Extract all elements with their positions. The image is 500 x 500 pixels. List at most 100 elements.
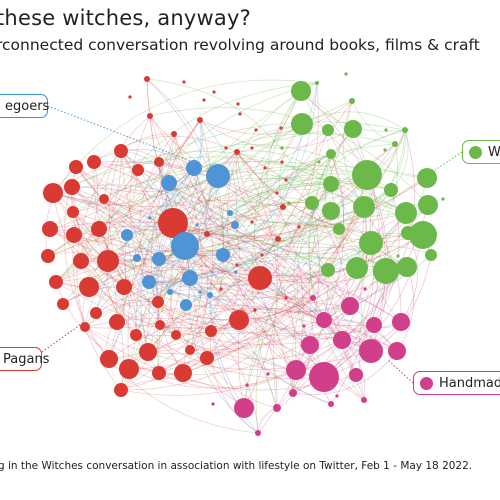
network-node-small [280,146,284,150]
network-node-small [279,126,283,130]
network-edge [251,90,302,409]
network-edge [300,90,374,244]
network-edge [210,330,259,434]
network-edge [52,192,171,293]
network-edge [193,160,332,185]
network-nodes [41,72,445,436]
network-node-small [182,80,186,84]
network-edge [226,151,297,371]
network-node-red [69,160,83,174]
network-edge [193,175,219,359]
network-node-red [114,144,128,158]
network-node-red [248,266,272,290]
network-node-small [363,287,367,291]
network-edge [147,294,211,353]
network-edge [71,186,125,288]
network-node-pink [255,430,261,436]
network-node-blue [121,229,133,241]
network-edge [373,189,400,326]
network-node-small [212,90,216,94]
network-node-pink [286,360,306,380]
network-edge [309,153,365,401]
network-node-red [158,208,188,238]
network-node-red [43,183,63,203]
network-node-pink [341,297,359,315]
cluster-label-pink-dot [420,376,433,390]
network-node-small [260,253,264,257]
network-node-red [155,320,165,330]
network-node-blue [182,270,198,286]
network-node-blue [171,232,199,260]
network-edge [169,242,372,297]
network-edge [169,82,318,293]
network-node-pink [234,398,254,418]
network-edge [351,100,396,145]
network-node-red [171,131,177,137]
network-edge [193,167,311,346]
network-node-red [97,250,119,272]
network-edge [236,151,304,371]
network-edge [169,288,372,352]
network-edge [52,192,325,378]
network-edge [255,210,332,434]
network-node-green [344,120,362,138]
network-edge [95,270,402,323]
network-edge [55,281,325,335]
network-node-green [305,196,319,210]
network-edge [149,115,311,346]
network-node-small [234,270,238,274]
network-edge [84,326,372,370]
network-edge [206,224,241,359]
network-edge [159,324,343,360]
network-edge [52,192,351,314]
cluster-label-green-dot [469,145,482,159]
network-edge [277,238,343,341]
network-node-red [114,383,128,397]
network-node-small [266,372,270,376]
network-node-pink [359,339,383,363]
network-edge [49,221,398,352]
network-edge [98,182,170,230]
network-node-pink [392,313,410,331]
network-node-small [148,216,152,220]
network-node-blue [231,221,239,229]
network-edge [71,151,332,188]
network-node-red [144,76,150,82]
network-edge [184,222,340,247]
network-edge [71,186,357,376]
network-edge [277,228,340,245]
network-node-red [171,330,181,340]
network-edge [158,161,332,405]
network-edge [158,210,332,374]
network-node-blue [216,248,230,262]
network-edge [210,212,245,409]
network-edge [72,234,122,391]
network-node-red [152,366,166,380]
network-edge [129,115,151,259]
network-edge [95,254,224,314]
network-node-blue [152,252,166,266]
network-node-red [200,351,214,365]
network-edge [93,161,294,394]
network-edge [282,153,332,208]
chart-title: these witches, anyway? [0,6,251,30]
network-node-red [73,253,89,269]
network-edge [158,119,202,260]
network-edge [300,90,428,179]
network-edge [120,150,325,321]
network-edge [88,82,318,288]
network-edge [210,153,332,332]
network-node-red [90,307,102,319]
network-edge [55,281,137,336]
network-node-green [397,257,417,277]
network-edge [120,339,343,396]
network-node-green [417,168,437,188]
cluster-label-green-text: W [488,144,500,160]
network-edge [300,90,386,352]
network-edge [62,284,171,305]
chart-subtitle: rconnected conversation revolving around… [0,36,480,54]
network-edge [156,167,195,260]
network-edge [210,330,259,434]
network-node-small [195,223,199,227]
network-node-red [132,164,144,176]
